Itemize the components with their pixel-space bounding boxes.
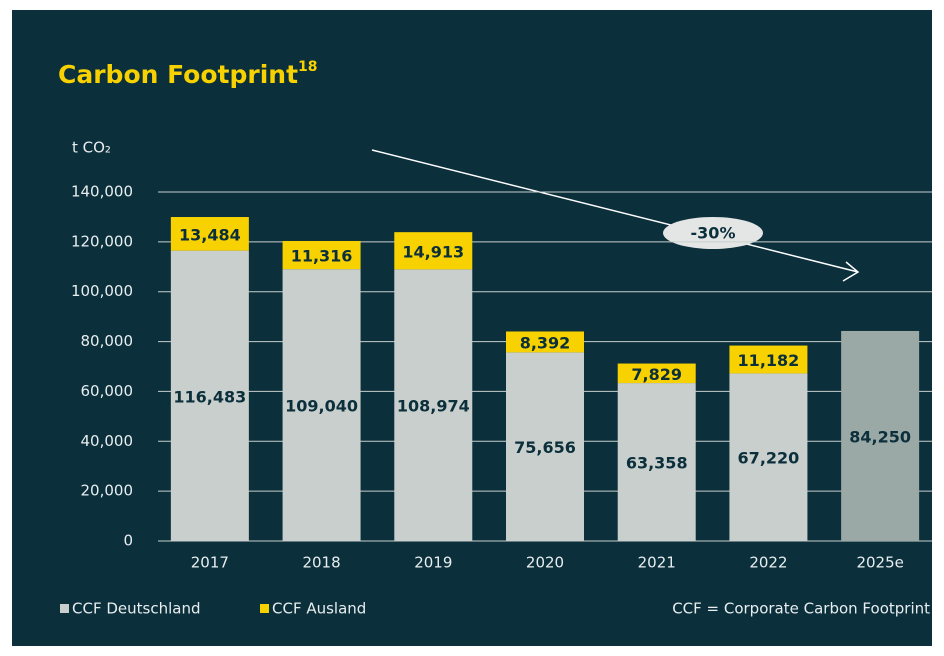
value-label: 63,358	[626, 454, 688, 473]
bar-segment	[170, 217, 249, 251]
y-tick-label: 80,000	[81, 332, 134, 350]
value-label: 7,829	[631, 365, 682, 384]
value-label: 116,483	[173, 387, 246, 406]
value-label: 108,974	[397, 397, 470, 416]
value-label: 11,316	[291, 247, 353, 266]
x-tick-label: 2022	[749, 554, 787, 572]
value-label: 13,484	[179, 225, 241, 244]
bar-segment	[282, 269, 361, 541]
bar-segment	[506, 331, 584, 353]
value-label: 8,392	[520, 333, 571, 352]
bar-segment	[506, 352, 584, 541]
bar-segment	[617, 383, 696, 541]
value-label: 14,913	[402, 242, 464, 261]
bar-segment	[729, 373, 808, 541]
x-tick-label: 2020	[526, 554, 564, 572]
y-tick-label: 120,000	[71, 232, 133, 250]
y-tick-label: 40,000	[81, 432, 134, 450]
y-tick-label: 0	[123, 532, 133, 550]
y-tick-label: 100,000	[71, 282, 133, 300]
arrow-head	[842, 261, 860, 282]
annotation-badge	[663, 217, 763, 249]
y-tick-label: 20,000	[81, 482, 134, 500]
x-tick-label: 2018	[302, 554, 340, 572]
bar-segment	[282, 240, 361, 270]
legend-label: CCF Deutschland	[72, 600, 200, 618]
bar-segment	[841, 330, 920, 541]
legend-label: CCF Ausland	[272, 600, 366, 618]
x-tick-label: 2017	[191, 554, 229, 572]
value-label: 67,220	[738, 449, 800, 468]
bar-segment	[394, 232, 473, 270]
x-tick-label: 2019	[414, 554, 452, 572]
trend-arrow	[371, 149, 859, 273]
value-label: 84,250	[849, 427, 911, 446]
legend-swatch	[260, 604, 269, 613]
legend-swatch	[60, 604, 69, 613]
value-label: 75,656	[514, 438, 576, 457]
bar-segment	[729, 345, 808, 374]
x-tick-label: 2025e	[856, 554, 903, 572]
value-label: 11,182	[738, 351, 800, 370]
x-tick-label: 2021	[638, 554, 676, 572]
bar-segment	[394, 269, 473, 541]
title-text: Carbon Footprint	[58, 60, 298, 89]
chart-title: Carbon Footprint18	[58, 59, 318, 89]
bar-segment	[617, 363, 696, 384]
y-tick-label: 140,000	[71, 183, 133, 201]
value-label: 109,040	[285, 397, 358, 416]
title-footnote: 18	[298, 59, 317, 75]
y-tick-label: 60,000	[81, 382, 134, 400]
annotation: -30%	[691, 224, 736, 243]
footnote: CCF = Corporate Carbon Footprint	[672, 600, 930, 618]
y-axis-label: t CO₂	[72, 139, 111, 157]
bar-segment	[170, 250, 249, 542]
